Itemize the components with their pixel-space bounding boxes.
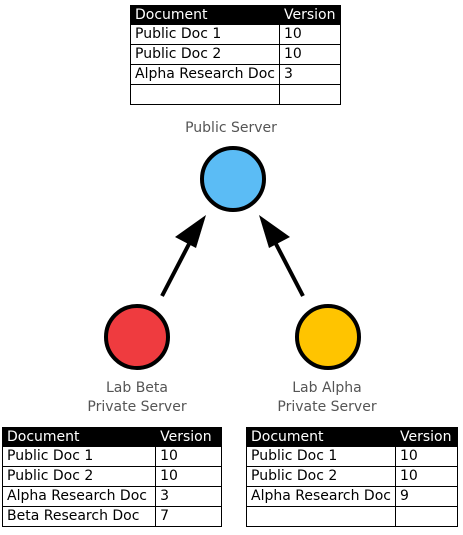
alpha-server-table: Document Version Public Doc 1 10 Public … (246, 427, 459, 527)
arrow-alpha-to-public (274, 243, 305, 297)
alpha-server-node (295, 304, 361, 370)
table-row: Public Doc 1 10 (246, 446, 459, 467)
doc-name-cell: Public Doc 2 (1, 466, 157, 487)
doc-version-cell: 7 (155, 506, 222, 527)
public-server-label-text: Public Server (185, 120, 277, 136)
table-header-row: Document Version (246, 427, 459, 447)
public-server-node (200, 146, 266, 212)
alpha-server-label: Lab Alpha Private Server (252, 379, 402, 417)
doc-name-cell: Alpha Research Doc (1, 486, 157, 507)
table-row: Public Doc 2 10 (130, 44, 342, 65)
doc-version-cell: 10 (278, 44, 342, 65)
table-row: Public Doc 2 10 (246, 466, 459, 487)
table-row: Public Doc 2 10 (1, 466, 222, 487)
table-row: Alpha Research Doc 3 (1, 486, 222, 507)
doc-version-cell (394, 506, 459, 527)
column-header-version: Version (155, 427, 222, 447)
doc-name-cell: Public Doc 1 (246, 446, 396, 467)
doc-name-cell (130, 84, 280, 105)
column-header-document: Document (1, 427, 157, 447)
beta-server-label-line2: Private Server (87, 399, 187, 415)
doc-version-cell: 10 (155, 446, 222, 467)
doc-version-cell: 10 (155, 466, 222, 487)
doc-version-cell: 3 (155, 486, 222, 507)
arrow-beta-to-public (160, 243, 191, 297)
table-header-row: Document Version (130, 5, 342, 25)
doc-name-cell: Public Doc 2 (246, 466, 396, 487)
column-header-document: Document (246, 427, 396, 447)
column-header-version: Version (394, 427, 459, 447)
table-row: Alpha Research Doc 3 (130, 64, 342, 85)
doc-version-cell: 10 (394, 466, 459, 487)
doc-name-cell: Public Doc 1 (1, 446, 157, 467)
beta-server-node (104, 304, 170, 370)
table-row (130, 84, 342, 105)
doc-version-cell: 3 (278, 64, 342, 85)
doc-name-cell: Alpha Research Doc (246, 486, 396, 507)
beta-server-label-line1: Lab Beta (105, 380, 168, 396)
arrowhead-alpha (259, 215, 290, 248)
beta-server-label: Lab Beta Private Server (62, 379, 212, 417)
doc-name-cell: Public Doc 2 (130, 44, 280, 65)
table-row: Beta Research Doc 7 (1, 506, 222, 527)
doc-version-cell: 10 (278, 24, 342, 45)
beta-server-table: Document Version Public Doc 1 10 Public … (1, 427, 222, 527)
alpha-server-label-line1: Lab Alpha (292, 380, 362, 396)
column-header-version: Version (278, 5, 342, 25)
doc-version-cell: 10 (394, 446, 459, 467)
doc-version-cell (278, 84, 342, 105)
doc-name-cell: Beta Research Doc (1, 506, 157, 527)
table-row (246, 506, 459, 527)
column-header-document: Document (130, 5, 280, 25)
table-row: Alpha Research Doc 9 (246, 486, 459, 507)
public-server-label: Public Server (150, 119, 312, 138)
doc-name-cell (246, 506, 396, 527)
doc-name-cell: Alpha Research Doc (130, 64, 280, 85)
arrowhead-beta (175, 215, 206, 248)
doc-name-cell: Public Doc 1 (130, 24, 280, 45)
public-server-table: Document Version Public Doc 1 10 Public … (130, 5, 342, 105)
table-header-row: Document Version (1, 427, 222, 447)
table-row: Public Doc 1 10 (1, 446, 222, 467)
alpha-server-label-line2: Private Server (277, 399, 377, 415)
table-row: Public Doc 1 10 (130, 24, 342, 45)
doc-version-cell: 9 (394, 486, 459, 507)
